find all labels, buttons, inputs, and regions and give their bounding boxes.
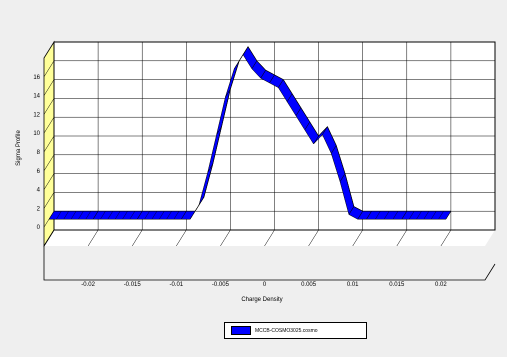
- x-tick-label: 0.005: [301, 282, 317, 288]
- grid-wall-line: [43, 117, 55, 134]
- y-tick-label: 0: [37, 225, 41, 231]
- grid-floor-line: [440, 229, 452, 247]
- series-ribbon-segment: [56, 211, 62, 220]
- legend: MCCB-COSMO3025.cosmo: [224, 322, 367, 339]
- y-tick-label: 2: [37, 206, 41, 212]
- grid-floor-line: [308, 229, 319, 247]
- grid-floor-line: [131, 229, 143, 247]
- series-ribbon-segment: [129, 211, 136, 220]
- series-ribbon-segment: [269, 74, 275, 84]
- series-ribbon-segment: [189, 211, 196, 220]
- series-ribbon-segment: [216, 126, 222, 135]
- series-ribbon-segment: [348, 206, 355, 215]
- grid-wall-line: [43, 60, 55, 77]
- legend-entry-label: MCCB-COSMO3025.cosmo: [255, 327, 318, 334]
- grid-wall-line: [43, 192, 55, 209]
- series-ribbon-segment: [366, 211, 372, 220]
- floor-front-edge: [43, 246, 496, 281]
- y-tick-label: 10: [33, 131, 40, 137]
- series-ribbon-segment: [225, 88, 231, 98]
- series-ribbon-segment: [114, 211, 121, 220]
- series-ribbon-segment: [331, 145, 337, 154]
- series-ribbon-segment: [151, 211, 158, 220]
- grid-wall-line: [43, 154, 55, 171]
- series-ribbon-segment: [438, 211, 444, 220]
- series-ribbon-segment: [144, 211, 150, 220]
- grid-floor-line: [396, 229, 408, 247]
- series-ribbon-segment: [339, 173, 346, 182]
- y-axis-label: Sigma Profile: [16, 130, 22, 166]
- grid-lines: [43, 42, 495, 247]
- series-ribbon-segment: [234, 60, 240, 69]
- series-ribbon-segment: [431, 211, 437, 220]
- x-tick-label: -0.02: [81, 282, 95, 288]
- series-ribbon-segment: [251, 60, 258, 69]
- series-ribbon-segment: [100, 211, 106, 220]
- series-ribbon-segment: [392, 211, 399, 220]
- grid-floor-line: [220, 229, 231, 247]
- series-ribbon-segment: [173, 211, 180, 220]
- series-ribbon-segment: [122, 211, 128, 220]
- series-ribbon-segment: [383, 211, 390, 220]
- series-ribbon-segment: [166, 211, 172, 220]
- y-tick-label: 14: [33, 94, 40, 100]
- y-tick-label: 8: [37, 150, 41, 156]
- series-ribbon-segment: [401, 211, 407, 220]
- series-ribbon-segment: [92, 211, 99, 220]
- series-ribbon-segment: [278, 79, 284, 88]
- x-tick-label: -0.01: [169, 282, 183, 288]
- series-ribbon-segment: [357, 211, 363, 220]
- grid-wall-line: [43, 98, 55, 115]
- series-ribbon-segment: [416, 211, 422, 220]
- x-tick-labels: -0.02 -0.015 -0.01 -0.005 0 0.005 0.01 0.015 0.0…: [81, 282, 447, 288]
- grid-floor-line: [87, 229, 99, 247]
- x-tick-label: -0.005: [212, 282, 230, 288]
- series-ribbon-segment: [48, 211, 55, 220]
- series-ribbon-segment: [85, 211, 91, 220]
- x-tick-label: 0.015: [389, 282, 405, 288]
- x-tick-label: -0.015: [124, 282, 142, 288]
- y-tick-label: 16: [33, 75, 40, 81]
- series-ribbon-segment: [63, 211, 69, 220]
- series-ribbon-segment: [181, 211, 187, 220]
- y-tick-label: 4: [37, 188, 41, 194]
- y-tick-label: 6: [37, 169, 41, 175]
- series-ribbon-segment: [286, 93, 293, 102]
- x-tick-label: 0: [263, 282, 267, 288]
- series-layer: [48, 46, 452, 220]
- grid-floor-line: [264, 229, 275, 247]
- grid-wall-line: [43, 79, 55, 96]
- series-ribbon-segment: [445, 211, 452, 220]
- series-ribbon-segment: [295, 107, 302, 116]
- series-line: [54, 46, 451, 212]
- x-tick-label: 0.01: [347, 282, 359, 288]
- series-ribbon-segment: [107, 211, 113, 220]
- series-ribbon-segment: [137, 211, 143, 220]
- series-ribbon-segment: [70, 211, 77, 220]
- grid-wall-line: [43, 135, 55, 153]
- series-ribbon-segment: [408, 211, 415, 220]
- series-ribbon-segment: [375, 211, 381, 220]
- grid-floor-line: [176, 229, 187, 247]
- grid-wall-line: [43, 173, 55, 190]
- y-tick-label: 12: [33, 112, 40, 118]
- series-ribbon-segment: [423, 211, 430, 220]
- series-ribbon-segment: [304, 121, 310, 131]
- series-ribbon-segment: [159, 211, 165, 220]
- legend-swatch: [231, 326, 251, 335]
- y-tick-labels: 0 2 4 6 8 10 12 14 16: [33, 75, 40, 231]
- series-ribbon-segment: [78, 211, 84, 220]
- x-tick-label: 0.02: [435, 282, 447, 288]
- series-ribbon-segment: [322, 126, 328, 135]
- series-ribbon-segment: [313, 135, 319, 145]
- series-ribbon-segment: [260, 70, 266, 79]
- x-axis-label: Charge Density: [241, 297, 282, 303]
- series-ribbon-segment: [207, 164, 213, 173]
- floor-edge: [43, 229, 55, 247]
- grid-floor-line: [352, 229, 363, 247]
